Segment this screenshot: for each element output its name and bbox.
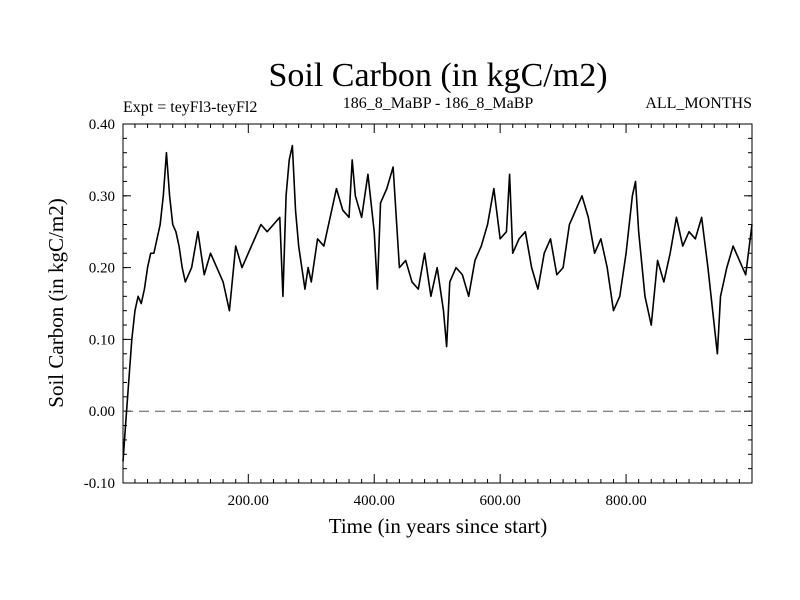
soil-carbon-series-line — [122, 144, 753, 462]
months-label: ALL_MONTHS — [645, 95, 752, 112]
x-tick-label: 400.00 — [354, 493, 395, 509]
y-axis: -0.10 0.00 0.10 0.20 0.30 0.40 — [84, 117, 752, 492]
x-axis-label: Time (in years since start) — [329, 514, 548, 538]
y-tick-label: 0.20 — [89, 261, 115, 277]
y-axis-label: Soil Carbon (in kgC/m2) — [44, 198, 68, 407]
y-tick-label: 0.10 — [89, 332, 115, 348]
x-tick-label: 600.00 — [480, 493, 521, 509]
y-tick-label: 0.40 — [89, 117, 115, 133]
y-tick-label: -0.10 — [84, 476, 115, 492]
plot-frame — [122, 123, 753, 484]
y-tick-label: 0.00 — [89, 404, 115, 420]
experiment-label: Expt = teyFl3-teyFl2 — [123, 99, 257, 116]
x-axis: 200.00 400.00 600.00 800.00 — [134, 124, 740, 509]
x-tick-label: 800.00 — [605, 493, 646, 509]
chart-title: Soil Carbon (in kgC/m2) — [268, 57, 607, 94]
x-tick-label: 200.00 — [228, 493, 269, 509]
y-tick-label: 0.30 — [89, 189, 115, 205]
period-label: 186_8_MaBP - 186_8_MaBP — [343, 95, 534, 112]
